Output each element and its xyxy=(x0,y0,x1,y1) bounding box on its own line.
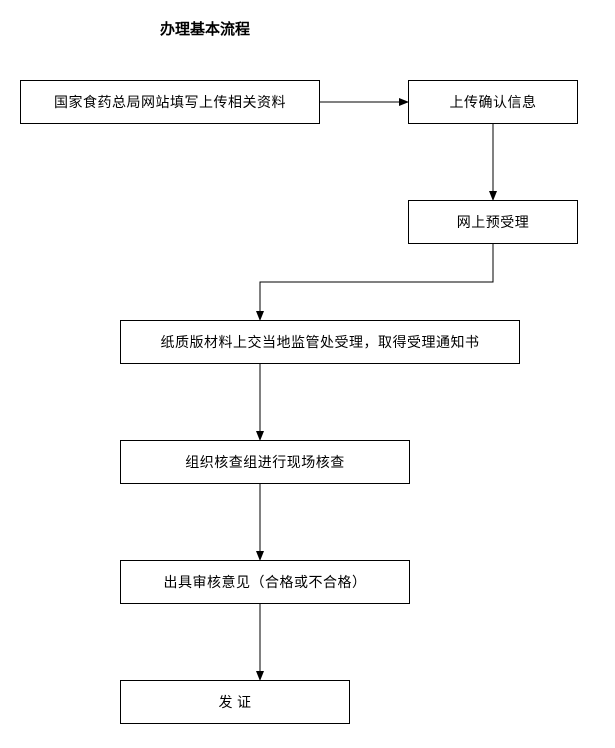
flowchart-node: 上传确认信息 xyxy=(408,80,578,124)
flowchart-node: 出具审核意见（合格或不合格） xyxy=(120,560,410,604)
flowchart-title: 办理基本流程 xyxy=(160,18,250,39)
flowchart-node: 国家食药总局网站填写上传相关资料 xyxy=(20,80,320,124)
flowchart-node: 纸质版材料上交当地监管处受理，取得受理通知书 xyxy=(120,320,520,364)
flowchart-node: 发 证 xyxy=(120,680,350,724)
flowchart-edge xyxy=(260,244,493,320)
flowchart-node: 组织核查组进行现场核查 xyxy=(120,440,410,484)
flowchart-canvas: 办理基本流程 国家食药总局网站填写上传相关资料 上传确认信息网上预受理纸质版材料上… xyxy=(0,0,615,748)
flowchart-node: 网上预受理 xyxy=(408,200,578,244)
